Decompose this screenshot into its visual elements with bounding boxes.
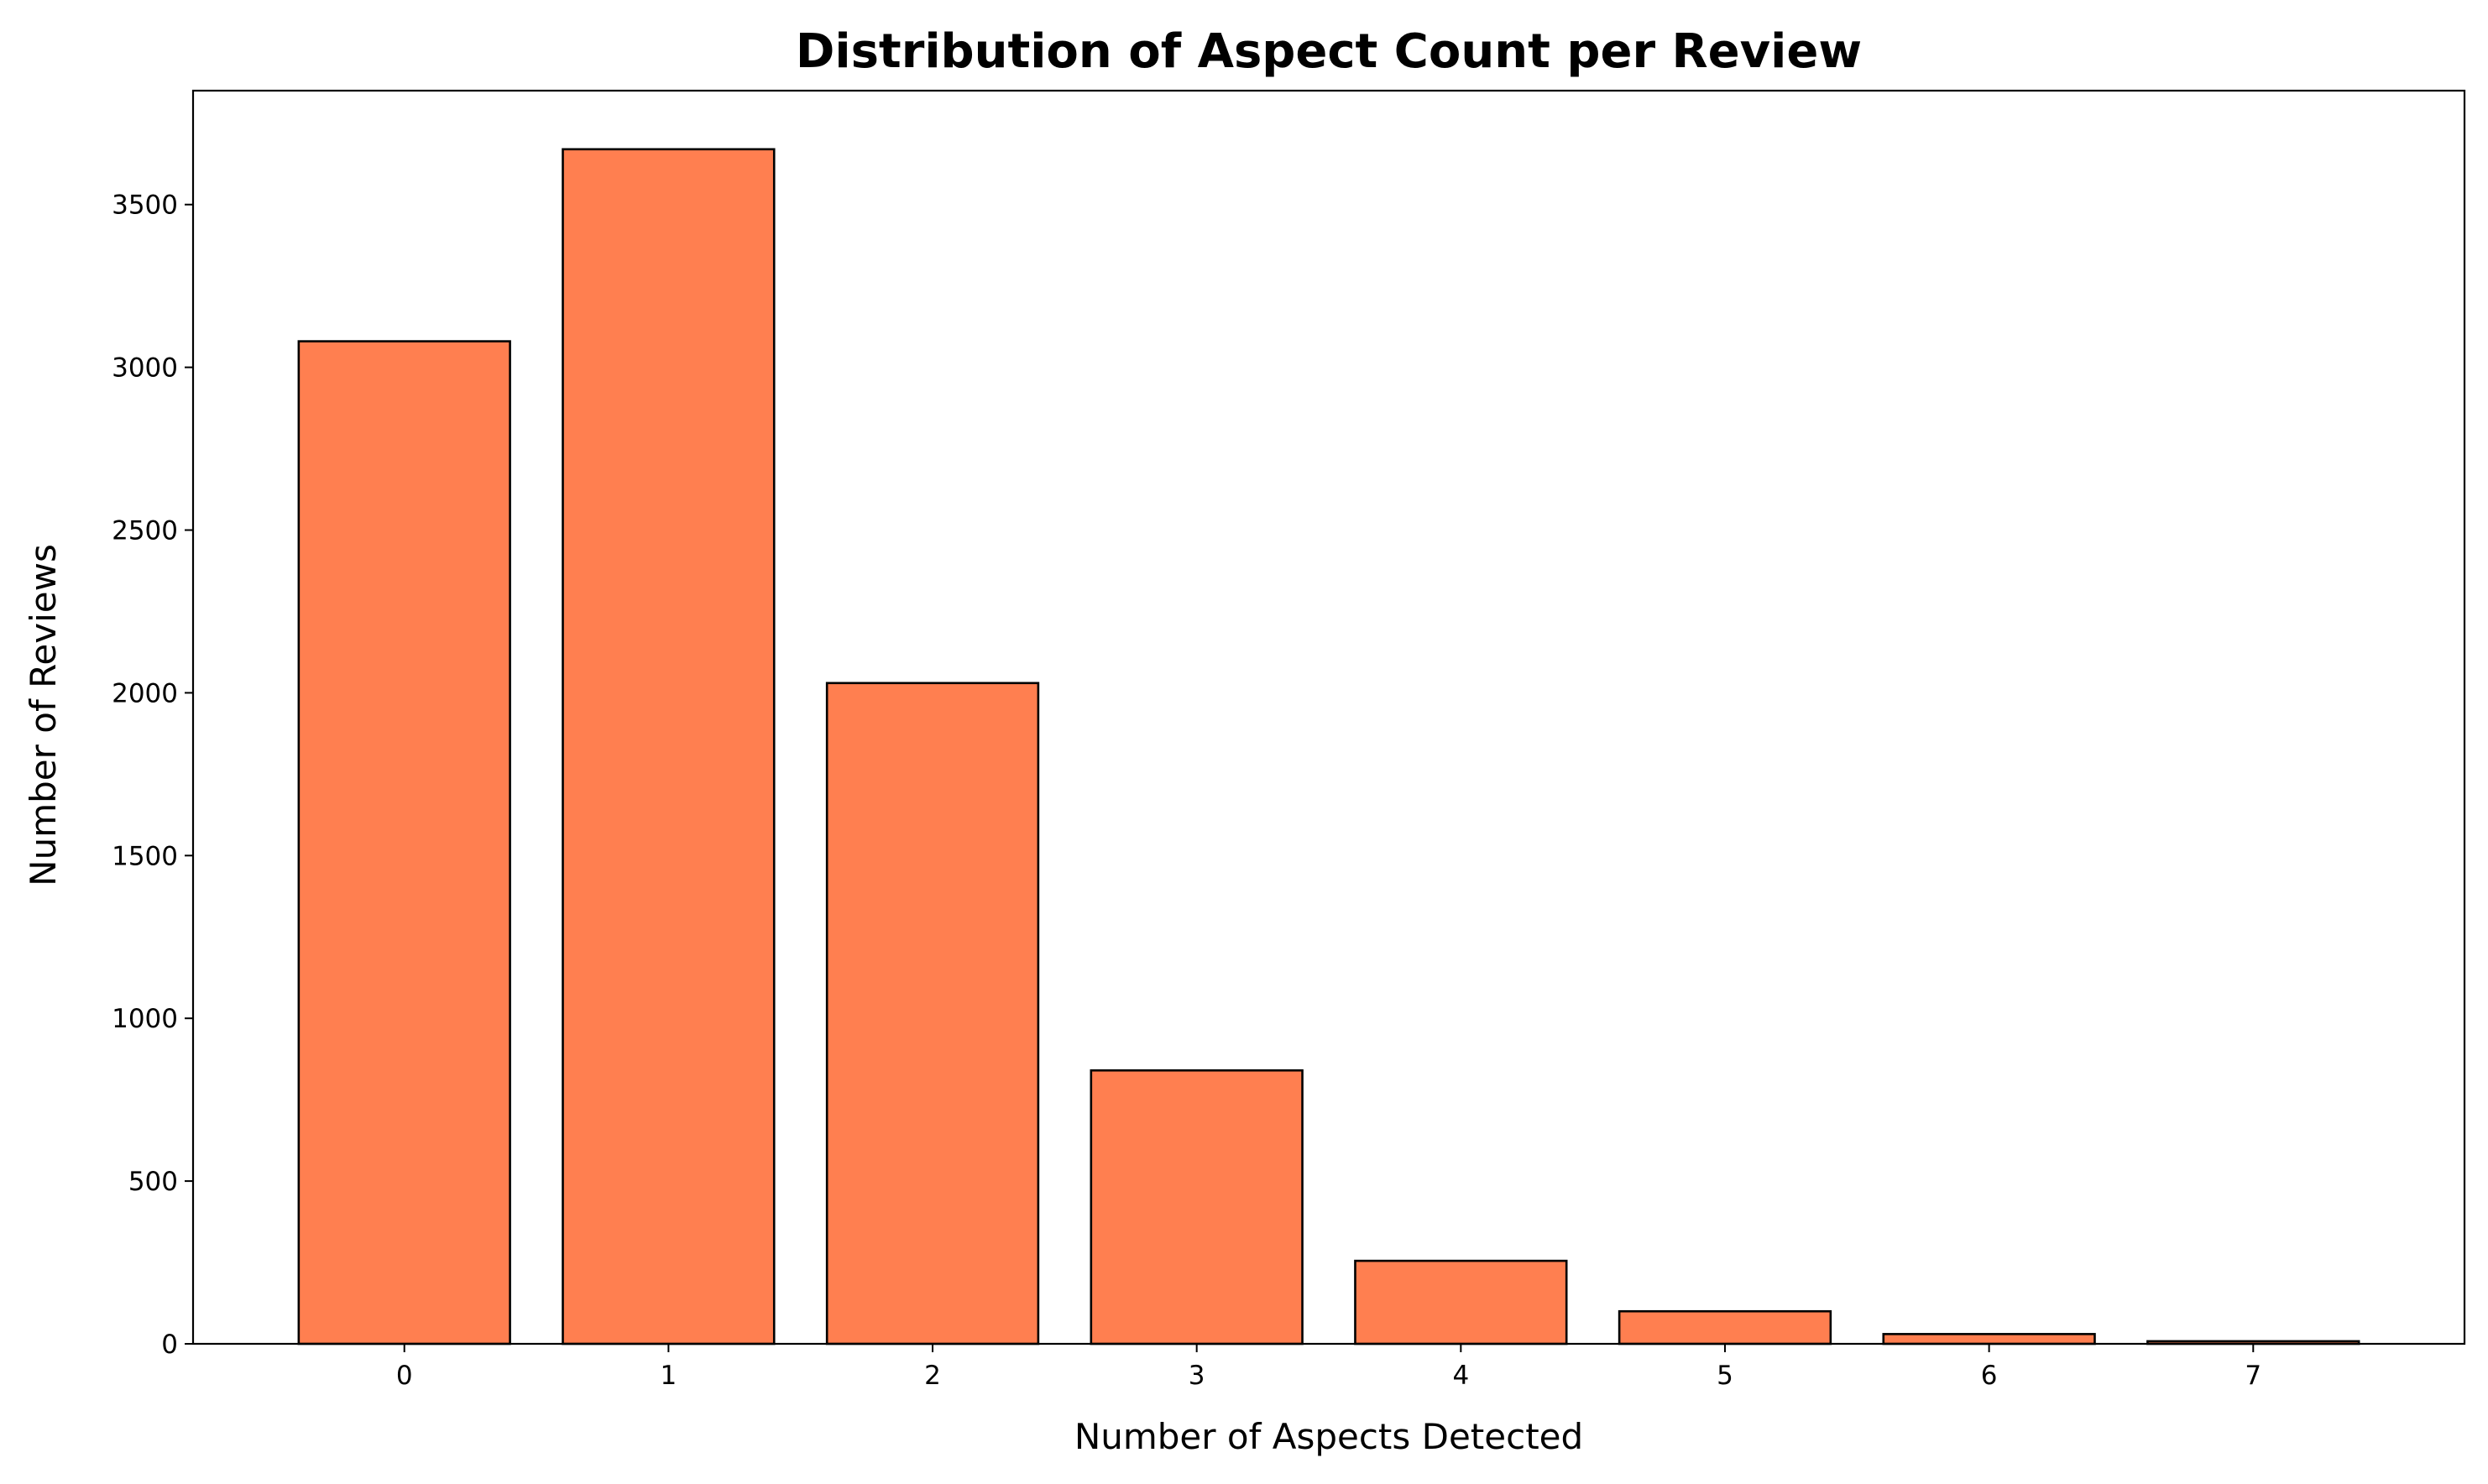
x-axis-label: Number of Aspects Detected <box>1074 1416 1583 1457</box>
y-axis-label: Number of Reviews <box>23 544 64 886</box>
bar-3 <box>1090 1069 1304 1346</box>
x-tick-label: 5 <box>1717 1361 1733 1391</box>
bar-4 <box>1354 1259 1568 1346</box>
bar-1 <box>562 148 776 1346</box>
x-tick-label: 2 <box>924 1361 941 1391</box>
y-tick-label: 0 <box>161 1330 178 1360</box>
x-tick-label: 6 <box>1981 1361 1998 1391</box>
y-tick-label: 2000 <box>112 678 178 708</box>
y-tick-label: 3000 <box>112 353 178 384</box>
x-tick-label: 0 <box>396 1361 413 1391</box>
bar-6 <box>1882 1333 2096 1346</box>
y-tick-label: 1000 <box>112 1004 178 1034</box>
x-tick-label: 1 <box>661 1361 677 1391</box>
y-tick-label: 1500 <box>112 841 178 871</box>
bar-5 <box>1618 1309 1832 1346</box>
y-tick-label: 500 <box>128 1167 178 1197</box>
y-axis-ticks: 0 500 1000 1500 2000 2500 3000 3500 <box>112 191 193 1360</box>
y-tick-label: 2500 <box>112 516 178 546</box>
plot-area-frame <box>191 89 2466 1346</box>
x-tick-label: 4 <box>1452 1361 1469 1391</box>
x-tick-label: 3 <box>1189 1361 1205 1391</box>
y-tick-label: 3500 <box>112 191 178 221</box>
bar-0 <box>297 340 511 1346</box>
x-axis-ticks: 0 1 2 3 4 5 6 7 <box>396 1344 2261 1391</box>
bar-2 <box>825 682 1040 1346</box>
chart-title: Distribution of Aspect Count per Review <box>796 24 1862 79</box>
bars-group <box>297 148 2360 1346</box>
x-tick-label: 7 <box>2245 1361 2261 1391</box>
